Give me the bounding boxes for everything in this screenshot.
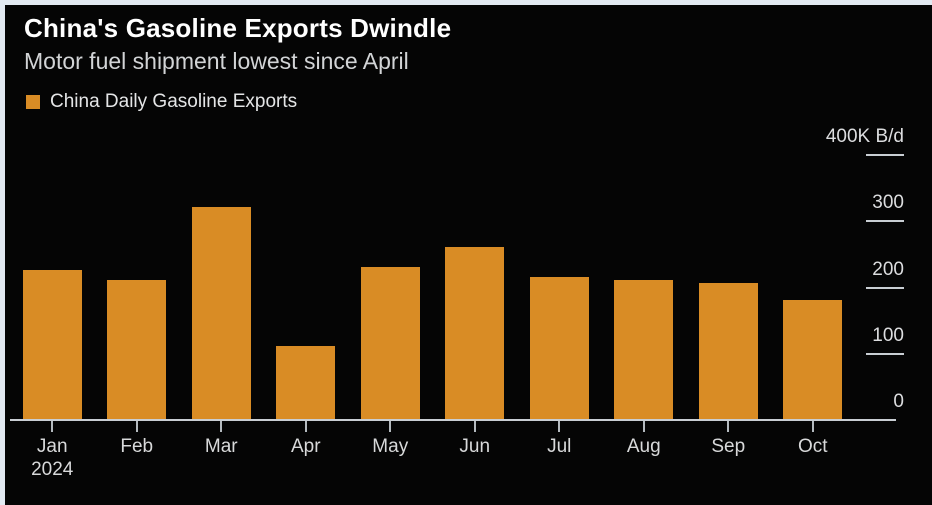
bar-aug: [614, 279, 674, 419]
x-label-feb: Feb: [120, 436, 154, 457]
x-tick-sep: [727, 421, 730, 432]
y-tick-100: 100: [866, 325, 904, 355]
bar-slot-may: [348, 154, 433, 419]
bar-slot-jan: [10, 154, 95, 419]
bar-feb: [107, 279, 167, 419]
x-tick-apr: [304, 421, 307, 432]
x-tick-slot: [686, 421, 771, 432]
x-tick-jan: [51, 421, 54, 432]
bar-mar: [191, 207, 251, 419]
legend-swatch-icon: [26, 95, 40, 109]
x-tick-jun: [473, 421, 476, 432]
x-tick-slot: [602, 421, 687, 432]
x-tick-slot: [179, 421, 264, 432]
chart-panel: China's Gasoline Exports Dwindle Motor f…: [5, 5, 932, 505]
y-tick-label: 300: [872, 192, 904, 214]
y-tick-300: 300: [866, 192, 904, 223]
x-tick-slot: [433, 421, 518, 432]
y-tick-400: 400K B/d: [826, 126, 904, 156]
bar-slot-aug: [602, 154, 687, 419]
plot-area: 400K B/d 300 200 100 0 Jan 2024 Feb Mar Apr May Ju…: [10, 126, 909, 480]
x-label-apr: Apr: [290, 436, 321, 457]
x-tick-mar: [220, 421, 223, 432]
x-label-sep: Sep: [711, 436, 746, 457]
y-tick-dash: [866, 154, 904, 156]
y-tick-dash: [866, 352, 904, 355]
bar-slot-mar: [179, 154, 264, 419]
x-year-label: 2024: [31, 458, 74, 480]
x-tick-oct: [811, 421, 814, 432]
x-label-jun: Jun: [459, 436, 491, 457]
x-axis-labels: Jan 2024 Feb Mar Apr May Jun Jul Aug Sep Oct: [10, 436, 855, 482]
y-tick-dash: [866, 286, 904, 289]
x-label-may: May: [372, 436, 409, 457]
legend: China Daily Gasoline Exports: [26, 91, 297, 113]
bar-apr: [276, 346, 336, 419]
bar-jun: [445, 246, 505, 419]
x-tick-slot: [264, 421, 349, 432]
x-label-mar: Mar: [204, 436, 238, 457]
bar-sep: [698, 283, 758, 419]
x-label-jan: Jan 2024: [10, 436, 95, 482]
x-tick-feb: [135, 421, 138, 432]
bar-slot-oct: [771, 154, 856, 419]
x-axis-line: [10, 419, 896, 421]
bar-slot-sep: [686, 154, 771, 419]
x-tick-may: [389, 421, 392, 432]
x-tick-slot: [348, 421, 433, 432]
x-tick-slot: [771, 421, 856, 432]
x-axis-ticks: [10, 421, 855, 432]
x-label-jul: Jul: [547, 436, 572, 457]
bars-container: [10, 154, 855, 419]
x-tick-slot: [10, 421, 95, 432]
bar-may: [360, 266, 420, 419]
x-label-oct: Oct: [797, 436, 828, 457]
y-tick-label: 400K B/d: [825, 126, 904, 147]
legend-label: China Daily Gasoline Exports: [50, 91, 298, 112]
y-axis: 400K B/d 300 200 100 0: [10, 126, 909, 421]
x-tick-aug: [642, 421, 645, 432]
y-tick-label: 0: [893, 391, 904, 412]
bar-oct: [783, 299, 843, 419]
x-tick-slot: [95, 421, 180, 432]
bar-slot-jun: [433, 154, 518, 419]
y-tick-label: 200: [872, 258, 904, 280]
bar-slot-feb: [95, 154, 180, 419]
chart-title: China's Gasoline Exports Dwindle: [24, 13, 452, 43]
x-tick-jul: [558, 421, 561, 432]
y-tick-label: 100: [872, 324, 904, 346]
bar-jul: [529, 276, 589, 419]
y-tick-0: 0: [866, 391, 904, 421]
x-label-aug: Aug: [626, 436, 661, 457]
y-tick-200: 200: [866, 259, 904, 289]
x-tick-slot: [517, 421, 602, 432]
y-tick-dash: [866, 220, 904, 223]
bar-slot-apr: [264, 154, 349, 419]
chart-subtitle: Motor fuel shipment lowest since April: [24, 48, 409, 74]
bar-jan: [22, 269, 82, 419]
bar-slot-jul: [517, 154, 602, 419]
